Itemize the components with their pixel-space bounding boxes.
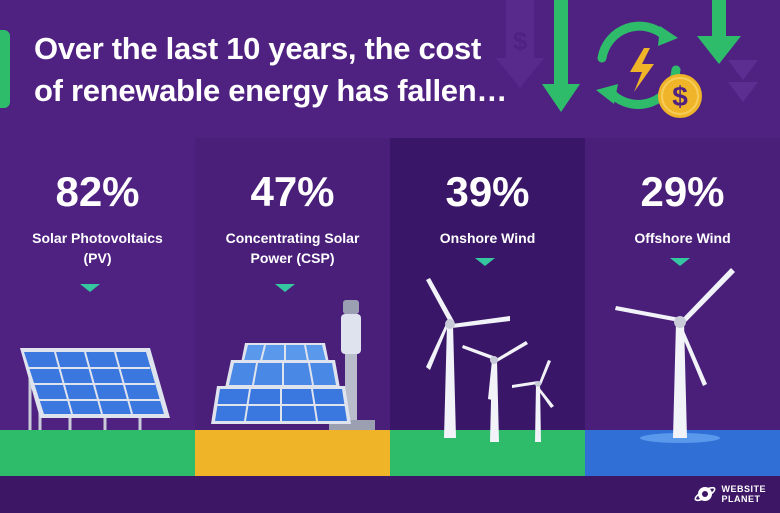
panel-solar-pv: 82% Solar Photovoltaics (PV): [0, 138, 195, 476]
solar-pv-illustration: [0, 284, 195, 476]
title-line-1: Over the last 10 years, the cost: [34, 31, 482, 66]
solar-panel-grid: [28, 351, 160, 415]
percent-csp: 47%: [250, 168, 335, 215]
coin-dollar-sign: $: [672, 81, 688, 112]
footer: WEBSITE PLANET: [0, 476, 780, 513]
pointer-marker-pv: [80, 284, 100, 292]
pointer-marker-onshore: [475, 258, 495, 266]
down-arrow-icon-right: [697, 0, 741, 64]
faint-chevrons-icon: [728, 60, 758, 102]
panel-onshore-wind: 39% Onshore Wind: [390, 138, 585, 476]
header-accent-bar: [0, 30, 10, 108]
brand-line-1: WEBSITE: [721, 484, 766, 494]
percent-offshore-wind: 29%: [640, 168, 725, 215]
ground-yellow: [195, 430, 390, 476]
recycle-arrowhead-2: [596, 84, 618, 104]
onshore-wind-illustration: [390, 258, 585, 476]
header: Over the last 10 years, the cost of rene…: [0, 0, 780, 138]
down-arrow-icon: [542, 0, 580, 112]
title-line-2: of renewable energy has fallen…: [34, 73, 508, 108]
percent-solar-pv: 82%: [55, 168, 140, 215]
panel-offshore-wind: 29% Offshore Wind: [585, 138, 780, 476]
label-onshore-wind: Onshore Wind: [390, 228, 585, 248]
wind-turbine-icon-2: [462, 341, 528, 442]
faint-dollar-arrow-icon: $: [496, 0, 544, 88]
label-onshore-wind-line-1: Onshore Wind: [439, 230, 536, 246]
pointer-marker-offshore: [670, 258, 690, 266]
label-csp-line-1: Concentrating Solar: [225, 230, 360, 246]
wind-turbine-icon-3: [512, 360, 554, 442]
planet-icon: [694, 486, 716, 502]
panel-csp: 47% Concentrating Solar Power (CSP): [195, 138, 390, 476]
faint-dollar-sign: $: [513, 26, 528, 56]
csp-illustration: [195, 284, 390, 476]
percent-onshore-wind: 39%: [445, 168, 530, 215]
energy-panels: 82% Solar Photovoltaics (PV): [0, 138, 780, 476]
label-offshore-wind-line-1: Offshore Wind: [634, 230, 731, 246]
offshore-wind-illustration: [585, 258, 780, 476]
ground-green-onshore: [390, 430, 585, 476]
label-solar-pv-line-1: Solar Photovoltaics: [32, 230, 163, 246]
label-csp: Concentrating Solar Power (CSP): [195, 228, 390, 268]
page-title: Over the last 10 years, the cost of rene…: [34, 28, 534, 112]
label-offshore-wind: Offshore Wind: [585, 228, 780, 248]
ground-green: [0, 430, 195, 476]
dollar-coin-icon: $: [658, 74, 702, 118]
brand-name: WEBSITE PLANET: [721, 484, 766, 504]
pointer-marker-csp: [275, 284, 295, 292]
label-solar-pv: Solar Photovoltaics (PV): [0, 228, 195, 268]
wind-turbine-icon: [426, 278, 510, 438]
header-decoration: $: [496, 0, 758, 118]
brand-logo: WEBSITE PLANET: [694, 483, 766, 505]
solar-tower-icon: [329, 300, 375, 430]
recycle-arrowhead-1: [658, 26, 678, 46]
offshore-wind-turbine-icon: [615, 268, 735, 438]
brand-line-2: PLANET: [721, 494, 761, 504]
lightning-bolt-icon: [630, 48, 654, 92]
csp-mirror-grid: [217, 344, 345, 422]
label-solar-pv-line-2: (PV): [83, 250, 112, 266]
label-csp-line-2: Power (CSP): [250, 250, 335, 266]
